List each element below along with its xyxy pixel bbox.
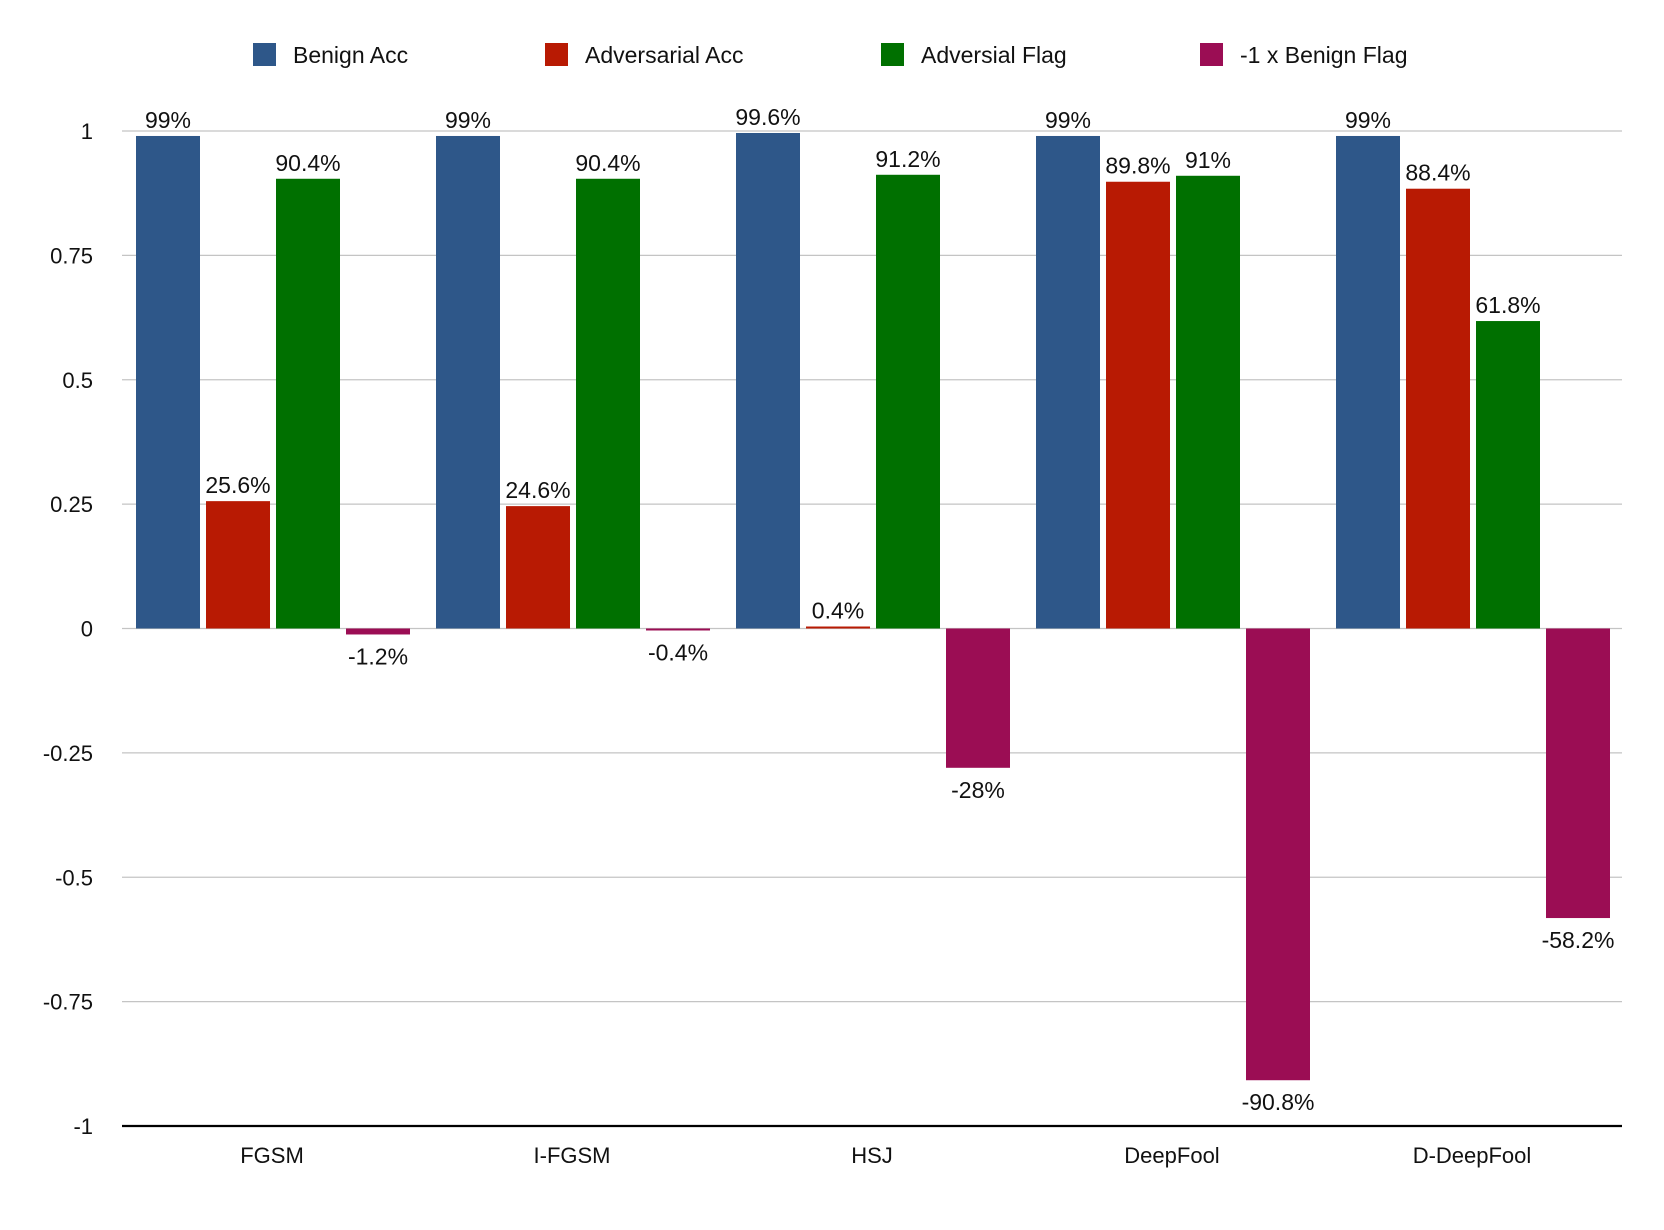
data-label: 61.8%: [1475, 292, 1540, 318]
data-label: 24.6%: [505, 477, 570, 503]
data-label: 99%: [1345, 107, 1391, 133]
bar-adversarial-acc-d-deepfool: [1406, 188, 1470, 629]
legend-swatch: [545, 43, 568, 66]
bar-benign-acc-fgsm: [136, 135, 200, 629]
data-label: -28%: [951, 777, 1005, 803]
bar-1-x-benign-flag-i-fgsm: [646, 628, 710, 631]
data-label: 91.2%: [875, 146, 940, 172]
bar-benign-acc-d-deepfool: [1336, 135, 1400, 629]
bar-adversial-flag-d-deepfool: [1476, 321, 1540, 629]
legend: Benign Acc Adversarial Acc Adversial Flag -…: [253, 42, 1407, 68]
y-tick-label: 0.25: [50, 492, 93, 517]
data-label: 90.4%: [575, 150, 640, 176]
bar-adversarial-acc-i-fgsm: [506, 506, 570, 629]
data-label: -90.8%: [1242, 1089, 1315, 1115]
data-label: 91%: [1185, 147, 1231, 173]
data-label: 99%: [145, 107, 191, 133]
legend-label: -1 x Benign Flag: [1240, 42, 1407, 68]
legend-swatch: [253, 43, 276, 66]
y-tick-label: 0.5: [62, 368, 93, 393]
bar-1-x-benign-flag-deepfool: [1246, 628, 1310, 1081]
y-tick-label: 1: [81, 119, 93, 144]
data-label: -58.2%: [1542, 927, 1615, 953]
bar-benign-acc-deepfool: [1036, 135, 1100, 629]
bar-adversial-flag-i-fgsm: [576, 178, 640, 629]
bar-1-x-benign-flag-fgsm: [346, 628, 410, 635]
bar-benign-acc-i-fgsm: [436, 135, 500, 629]
bar-1-x-benign-flag-hsj: [946, 628, 1010, 768]
bar-adversial-flag-deepfool: [1176, 175, 1240, 629]
data-label: 99%: [1045, 107, 1091, 133]
bar-adversarial-acc-hsj: [806, 626, 870, 629]
y-tick-label: -0.5: [55, 865, 93, 890]
data-label: 90.4%: [275, 150, 340, 176]
bar-adversarial-acc-fgsm: [206, 501, 270, 629]
bar-1-x-benign-flag-d-deepfool: [1546, 628, 1610, 919]
data-label: 99%: [445, 107, 491, 133]
bar-adversarial-acc-deepfool: [1106, 181, 1170, 629]
bar-adversial-flag-fgsm: [276, 178, 340, 629]
legend-swatch: [881, 43, 904, 66]
bar-benign-acc-hsj: [736, 132, 800, 629]
y-tick-label: 0.75: [50, 243, 93, 268]
data-labels: 99% 25.6% 90.4% -1.2% 99% 24.6% 90.4% -0.4% 99.6…: [145, 104, 1614, 1115]
y-tick-label: -0.75: [43, 990, 93, 1015]
x-tick-label: D-DeepFool: [1413, 1143, 1532, 1168]
x-tick-label: FGSM: [240, 1143, 304, 1168]
data-label: -0.4%: [648, 639, 708, 665]
bars: [136, 132, 1610, 1081]
y-tick-label: 0: [81, 617, 93, 642]
data-label: 88.4%: [1405, 160, 1470, 186]
legend-swatch: [1200, 43, 1223, 66]
data-label: 99.6%: [735, 104, 800, 130]
legend-label: Benign Acc: [293, 42, 408, 68]
x-tick-label: I-FGSM: [534, 1143, 611, 1168]
axes: 1 0.75 0.5 0.25 0 -0.25 -0.5 -0.75 -1 FGSM I-FGSM H…: [43, 119, 1622, 1168]
data-label: 89.8%: [1105, 153, 1170, 179]
data-label: -1.2%: [348, 643, 408, 669]
bar-adversial-flag-hsj: [876, 174, 940, 629]
x-tick-label: HSJ: [851, 1143, 893, 1168]
legend-label: Adversial Flag: [921, 42, 1067, 68]
y-tick-label: -1: [73, 1114, 93, 1139]
y-tick-label: -0.25: [43, 741, 93, 766]
data-label: 25.6%: [205, 472, 270, 498]
x-tick-label: DeepFool: [1124, 1143, 1219, 1168]
data-label: 0.4%: [812, 598, 864, 624]
legend-label: Adversarial Acc: [585, 42, 744, 68]
